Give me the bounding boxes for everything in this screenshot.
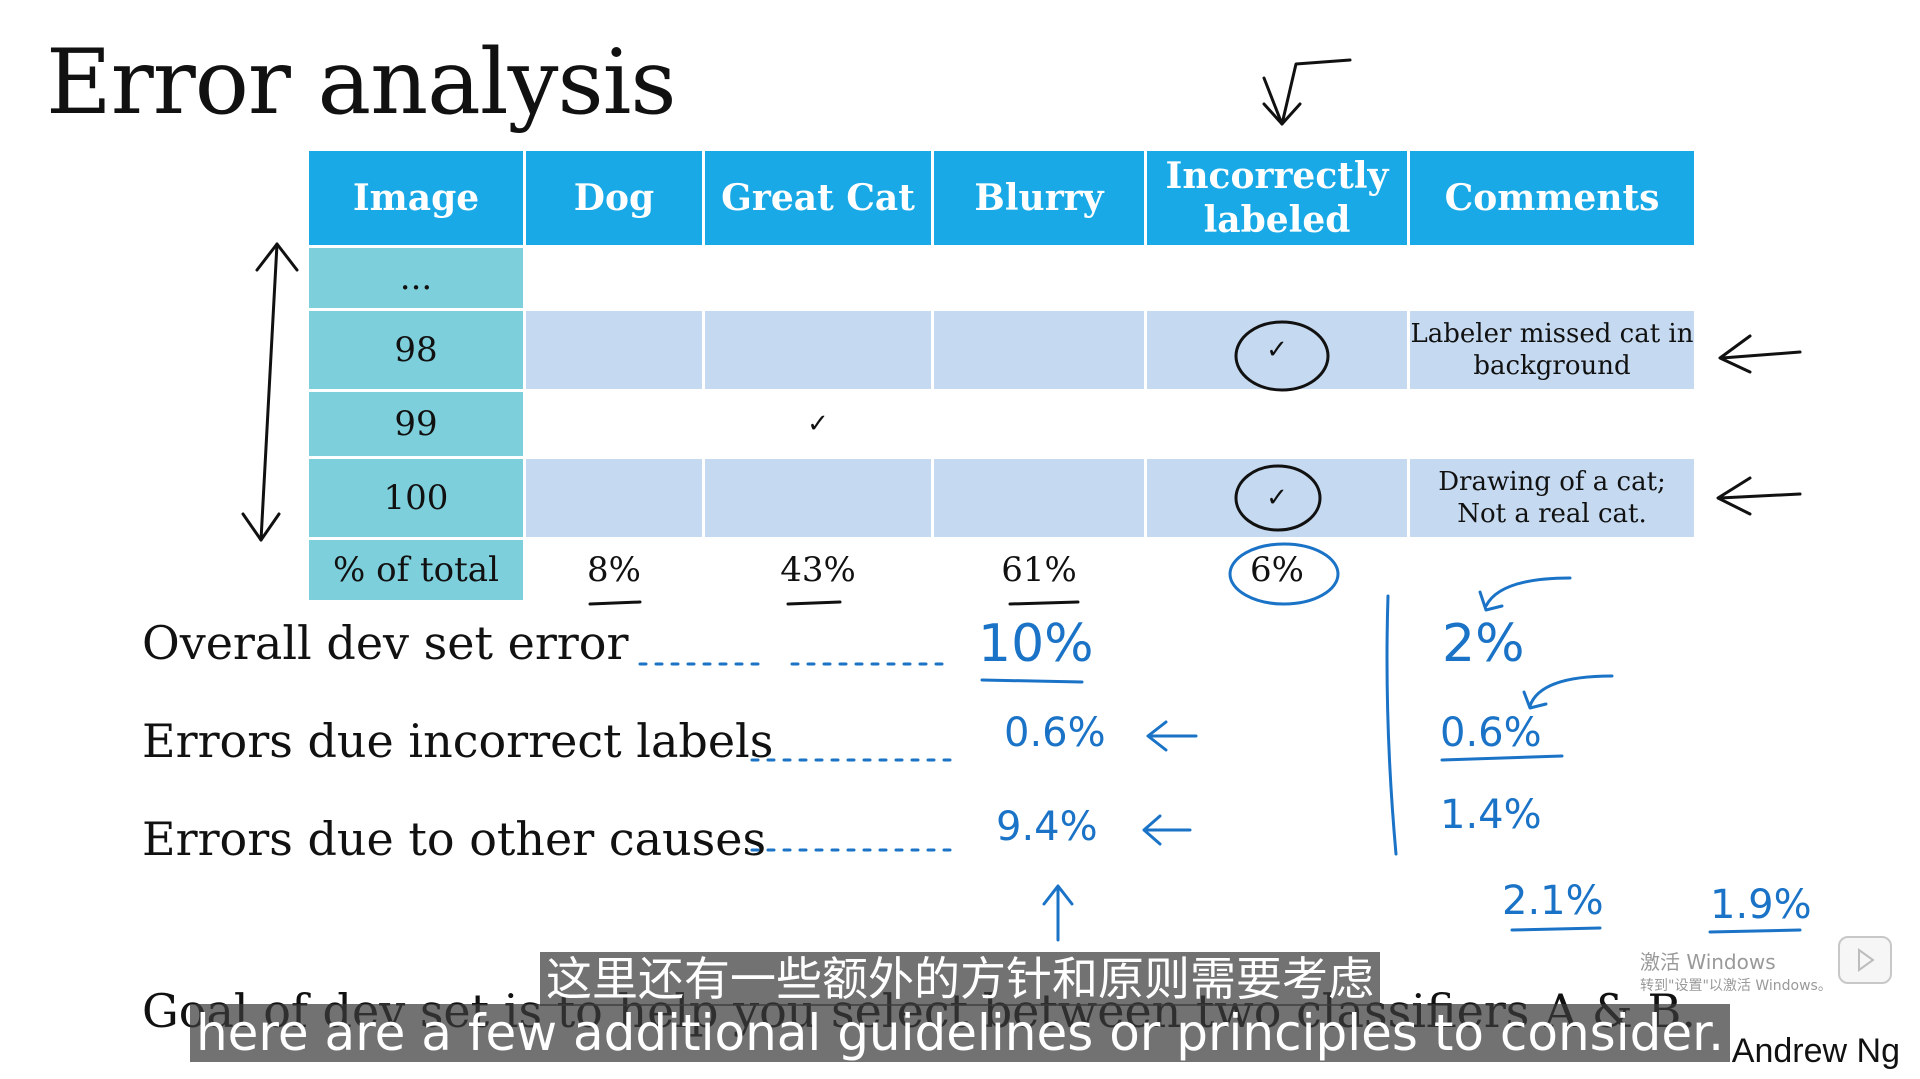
arrow-left-100-icon <box>1716 476 1802 516</box>
underline-19-icon <box>1708 928 1802 934</box>
underline-06-b-icon <box>1440 754 1564 762</box>
table-row: 99 ✓ <box>306 389 1697 459</box>
header-image: Image <box>306 148 526 248</box>
subtitle-english-text: here are a few additional guidelines or … <box>189 1004 1730 1062</box>
cell-incorrect <box>1144 245 1410 311</box>
arrow-to-06-icon <box>1522 674 1614 710</box>
hand-incorrect-a: 0.6% <box>1004 710 1106 756</box>
table-row: 100 ✓ Drawing of a cat; Not a real cat. <box>306 456 1697 540</box>
incorrect-labels-label: Errors due incorrect labels <box>142 714 774 768</box>
watermark-line1: 激活 Windows <box>1640 950 1776 974</box>
cell-comment: Labeler missed cat in background <box>1407 308 1697 392</box>
arrow-left-98-icon <box>1718 334 1802 374</box>
hand-overall-a: 10% <box>978 614 1094 674</box>
table-row: ... <box>306 245 1697 311</box>
hand-classifier-b: 1.9% <box>1710 882 1812 928</box>
header-incorrectly-labeled: Incorrectly labeled <box>1144 148 1410 248</box>
row-label: 98 <box>306 308 526 392</box>
cell-blurry <box>931 308 1147 392</box>
arrow-down-tip-icon <box>1262 102 1302 126</box>
play-icon[interactable] <box>1838 936 1892 984</box>
circle-check-98-icon <box>1234 320 1330 392</box>
total-comments-empty <box>1407 537 1697 603</box>
cell-dog <box>523 389 705 459</box>
hand-other-a: 9.4% <box>996 804 1098 850</box>
slide-title: Error analysis <box>46 30 677 135</box>
total-row: % of total 8% 43% 61% 6% <box>306 537 1697 603</box>
table-header-row: Image Dog Great Cat Blurry Incorrectly l… <box>306 148 1697 248</box>
watermark-line2: 转到"设置"以激活 Windows。 <box>1640 978 1832 994</box>
total-incorrect: 6% <box>1144 537 1410 603</box>
cell-great-cat <box>702 308 934 392</box>
cell-great-cat <box>702 245 934 311</box>
header-blurry: Blurry <box>931 148 1147 248</box>
divider-line-icon <box>1385 594 1398 856</box>
underline-10-icon <box>980 678 1084 684</box>
header-dog: Dog <box>523 148 705 248</box>
cell-dog <box>523 456 705 540</box>
cell-dog <box>523 308 705 392</box>
header-comments: Comments <box>1407 148 1697 248</box>
underline-dog-icon <box>588 600 642 606</box>
row-label: ... <box>306 245 526 311</box>
cell-incorrect-check: ✓ <box>1144 456 1410 540</box>
cell-blurry <box>931 389 1147 459</box>
play-triangle-icon <box>1858 948 1875 972</box>
overall-error-label: Overall dev set error <box>142 616 629 670</box>
subtitle-english: here are a few additional guidelines or … <box>0 1004 1920 1062</box>
arrow-up-icon <box>1042 884 1074 942</box>
cell-comment: Drawing of a cat; Not a real cat. <box>1407 456 1697 540</box>
total-label: % of total <box>306 537 526 603</box>
header-great-cat: Great Cat <box>702 148 934 248</box>
cell-blurry <box>931 245 1147 311</box>
vertical-double-arrow-icon <box>259 242 279 542</box>
underline-great-cat-icon <box>786 600 842 606</box>
arrow-to-2-icon <box>1478 576 1572 612</box>
underline-blurry-icon <box>1008 600 1080 606</box>
total-blurry: 61% <box>931 537 1147 603</box>
author-name: Andrew Ng <box>1731 1032 1900 1070</box>
subtitle-chinese: 这里还有一些额外的方针和原则需要考虑 <box>0 943 1920 1009</box>
double-arrow-bottom-head-icon <box>241 512 281 542</box>
total-dog: 8% <box>523 537 705 603</box>
hand-overall-b: 2% <box>1442 614 1525 674</box>
windows-activation-watermark: 激活 Windows 转到"设置"以激活 Windows。 <box>1640 946 1832 995</box>
checkmark-annotation-icon <box>1262 58 1352 126</box>
cell-blurry <box>931 456 1147 540</box>
hand-classifier-a: 2.1% <box>1502 878 1604 924</box>
subtitle-chinese-text: 这里还有一些额外的方针和原则需要考虑 <box>540 952 1380 1006</box>
cell-dog <box>523 245 705 311</box>
circle-check-100-icon <box>1234 464 1322 532</box>
row-label: 99 <box>306 389 526 459</box>
circle-total-incorrect-icon <box>1228 542 1340 606</box>
hand-incorrect-b: 0.6% <box>1440 710 1542 756</box>
cell-comment <box>1407 245 1697 311</box>
double-arrow-top-head-icon <box>255 242 299 272</box>
cell-incorrect <box>1144 389 1410 459</box>
underline-21-icon <box>1510 926 1602 932</box>
row-label: 100 <box>306 456 526 540</box>
arrow-left-incorrect-a-icon <box>1146 720 1198 752</box>
cell-comment <box>1407 389 1697 459</box>
cell-great-cat-check: ✓ <box>702 389 934 459</box>
total-great-cat: 43% <box>702 537 934 603</box>
arrow-left-other-a-icon <box>1142 814 1192 846</box>
hand-other-b: 1.4% <box>1440 792 1542 838</box>
other-causes-label: Errors due to other causes <box>142 812 767 866</box>
cell-great-cat <box>702 456 934 540</box>
